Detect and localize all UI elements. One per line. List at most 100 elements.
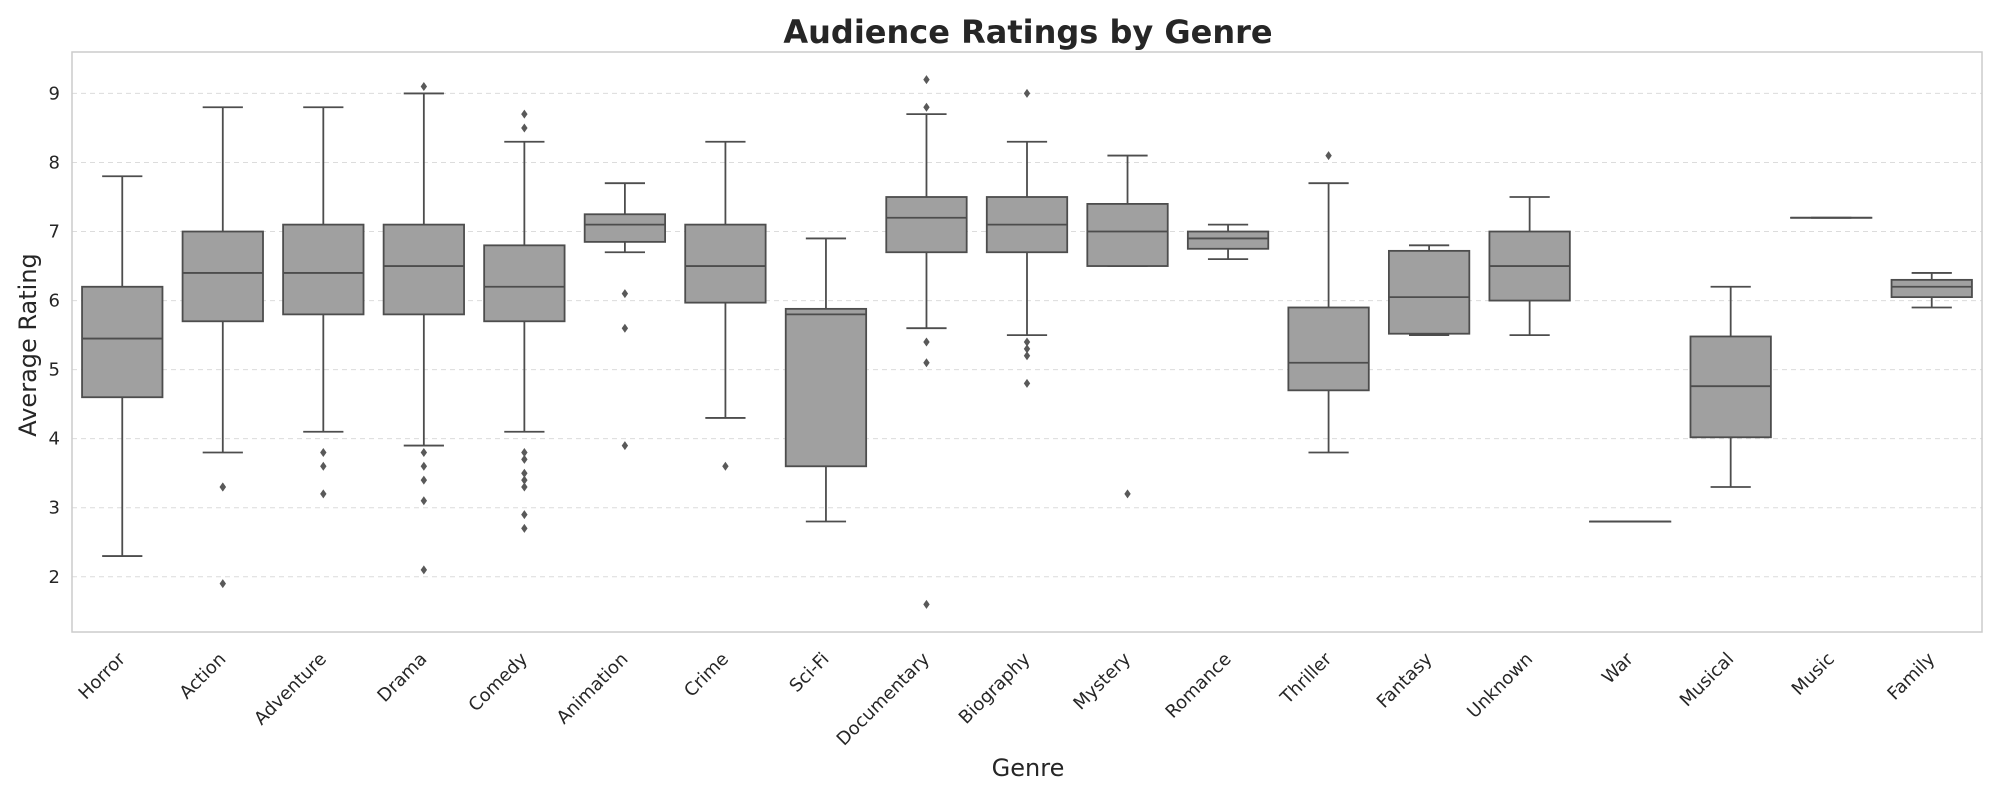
x-tick-label: Biography [955,648,1035,728]
iqr-box [81,285,164,399]
y-tick-label: 5 [49,360,60,381]
box-series [81,75,1973,609]
x-tick-label: Mystery [1069,648,1135,714]
box-group-crime [684,140,767,471]
outlier-point [521,447,528,457]
outlier-point [923,102,930,112]
box-group-horror [81,175,164,557]
box-group-musical [1689,285,1772,488]
x-tick-label: Family [1883,648,1939,704]
outlier-point [320,461,327,471]
outlier-point [521,482,528,492]
x-tick-label: Thriller [1276,648,1337,709]
chart-title: Audience Ratings by Genre [783,13,1272,51]
iqr-box [583,213,667,243]
box-group-action [181,106,264,589]
iqr-box [1086,203,1169,267]
outlier-point [1325,151,1332,161]
outlier-point [722,461,729,471]
outlier-point [420,496,428,506]
outlier-point [521,123,528,133]
outlier-point [923,337,930,347]
box-group-unknown [1488,196,1571,336]
box-group-fantasy [1387,244,1471,336]
x-tick-label: Horror [75,648,131,704]
outlier-point [420,565,428,575]
box-group-drama [382,82,465,575]
y-tick-label: 7 [49,222,60,243]
outlier-point [420,82,428,92]
outlier-point [521,468,528,478]
box-group-thriller [1287,151,1370,454]
box-group-comedy [483,109,566,533]
y-tick-label: 6 [49,291,60,312]
outlier-point [621,323,629,333]
outlier-point [621,441,629,451]
x-tick-label: Unknown [1463,649,1537,723]
box-group-sci-fi [784,237,868,523]
y-tick-label: 3 [49,498,60,519]
iqr-box [1890,278,1973,299]
outlier-point [1124,489,1131,499]
box-group-mystery [1086,154,1169,499]
iqr-box [181,230,264,323]
x-tick-label: Action [176,649,231,704]
outlier-point [923,599,930,609]
x-tick-label: Animation [553,649,633,729]
outlier-point [521,523,528,533]
outlier-point [923,358,930,368]
y-tick-label: 4 [49,429,60,450]
x-tick-label: Romance [1162,649,1236,723]
y-tick-label: 2 [49,567,60,588]
x-tick-label: Drama [373,649,431,707]
outlier-point [219,579,226,589]
box-group-adventure [282,106,365,499]
outlier-point [621,289,629,299]
box-group-romance [1186,223,1270,261]
box-group-biography [985,88,1069,388]
iqr-box [483,244,566,323]
box-group-animation [583,182,667,451]
outlier-point [219,482,226,492]
iqr-box [1387,249,1471,335]
outlier-point [521,454,528,464]
y-tick-label: 9 [49,83,60,104]
outlier-point [923,75,930,85]
x-tick-label: Crime [680,649,733,702]
iqr-box [1186,230,1270,250]
iqr-box [282,223,365,316]
outlier-point [521,475,528,485]
x-tick-label: Adventure [250,649,331,730]
x-axis-label: Genre [992,754,1065,782]
outlier-point [420,447,428,457]
iqr-box [784,307,868,468]
plot-area-frame [71,51,1983,633]
outlier-point [420,475,428,485]
box-group-documentary [885,75,968,609]
outlier-point [521,510,528,520]
outlier-point [320,447,327,457]
x-tick-label: Documentary [833,648,935,750]
outlier-point [1023,337,1031,347]
x-tick-label: War [1598,648,1638,688]
iqr-box [684,223,767,304]
y-tick-label: 8 [49,152,60,173]
outlier-point [521,109,528,119]
iqr-box [382,223,465,316]
x-tick-label: Fantasy [1373,648,1437,712]
outlier-point [420,461,428,471]
x-tick-label: Comedy [465,648,533,716]
iqr-box [885,196,968,254]
outlier-point [1023,351,1031,361]
outlier-point [1023,378,1031,388]
outlier-point [1023,344,1031,354]
y-axis-ticks: 2 3 4 5 6 7 8 9 [49,83,60,587]
outlier-point [1023,88,1031,98]
outlier-point [320,489,327,499]
y-axis-label: Average Rating [14,253,42,437]
x-tick-label: Sci-Fi [785,649,833,697]
x-tick-label: Music [1788,649,1839,700]
box-group-family [1890,272,1973,309]
